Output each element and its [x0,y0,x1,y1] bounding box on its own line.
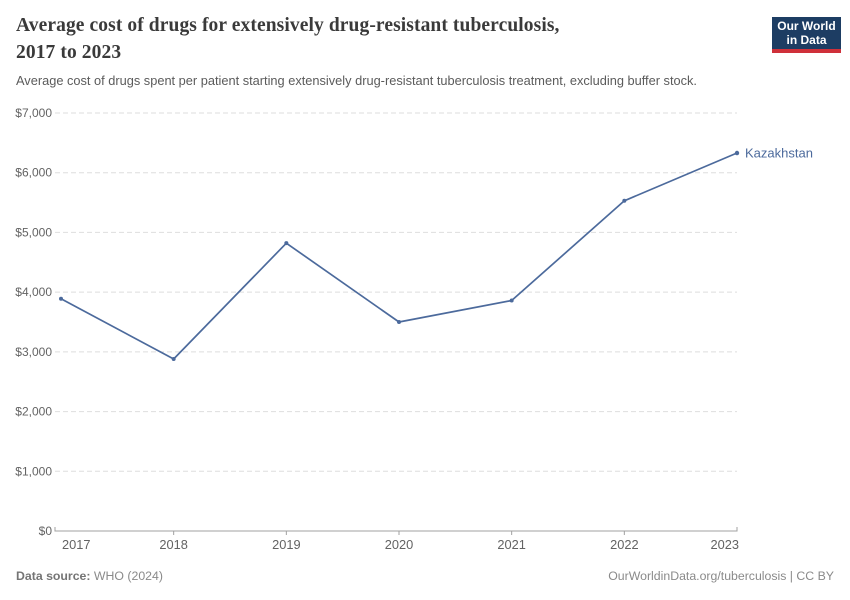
data-point [734,150,740,156]
owid-logo-line2: in Data [786,33,827,47]
y-tick-label: $6,000 [15,166,52,180]
x-tick-label: 2017 [62,537,90,552]
y-tick-label: $2,000 [15,405,52,419]
x-tick-label: 2022 [610,537,638,552]
data-point [622,198,627,203]
data-point [284,241,289,246]
y-tick-label: $0 [39,524,53,538]
entity-label: Kazakhstan [745,146,813,161]
y-tick-label: $7,000 [15,106,52,120]
chart-title: Average cost of drugs for extensively dr… [16,12,706,66]
owid-logo-line1: Our World [777,19,836,33]
y-tick-label: $3,000 [15,345,52,359]
data-point [397,320,401,324]
data-source-label: Data source: [16,569,91,583]
chart-subtitle: Average cost of drugs spent per patient … [16,73,697,88]
y-tick-label: $4,000 [15,285,52,299]
data-point [59,296,63,301]
x-tick-label: 2021 [497,537,525,552]
x-tick-label: 2018 [159,537,187,552]
data-point [509,298,514,303]
chart-title-line2: 2017 to 2023 [16,42,122,63]
owid-logo: Our World in Data [772,17,841,53]
chart-title-line1: Average cost of drugs for extensively dr… [16,15,560,36]
attribution-link[interactable]: OurWorldinData.org/tuberculosis | CC BY [608,569,834,583]
x-tick-label: 2019 [272,537,300,552]
x-tick-label: 2020 [385,537,413,552]
y-tick-label: $1,000 [15,464,52,478]
chart-footer: Data source: WHO (2024) OurWorldinData.o… [16,568,834,584]
data-source: Data source: WHO (2024) [16,568,163,584]
data-source-value: WHO (2024) [90,569,163,583]
x-tick-label: 2023 [711,537,739,552]
x-axis-line [54,527,738,532]
data-point [171,357,176,362]
y-tick-label: $5,000 [15,225,52,239]
data-line [60,152,738,360]
